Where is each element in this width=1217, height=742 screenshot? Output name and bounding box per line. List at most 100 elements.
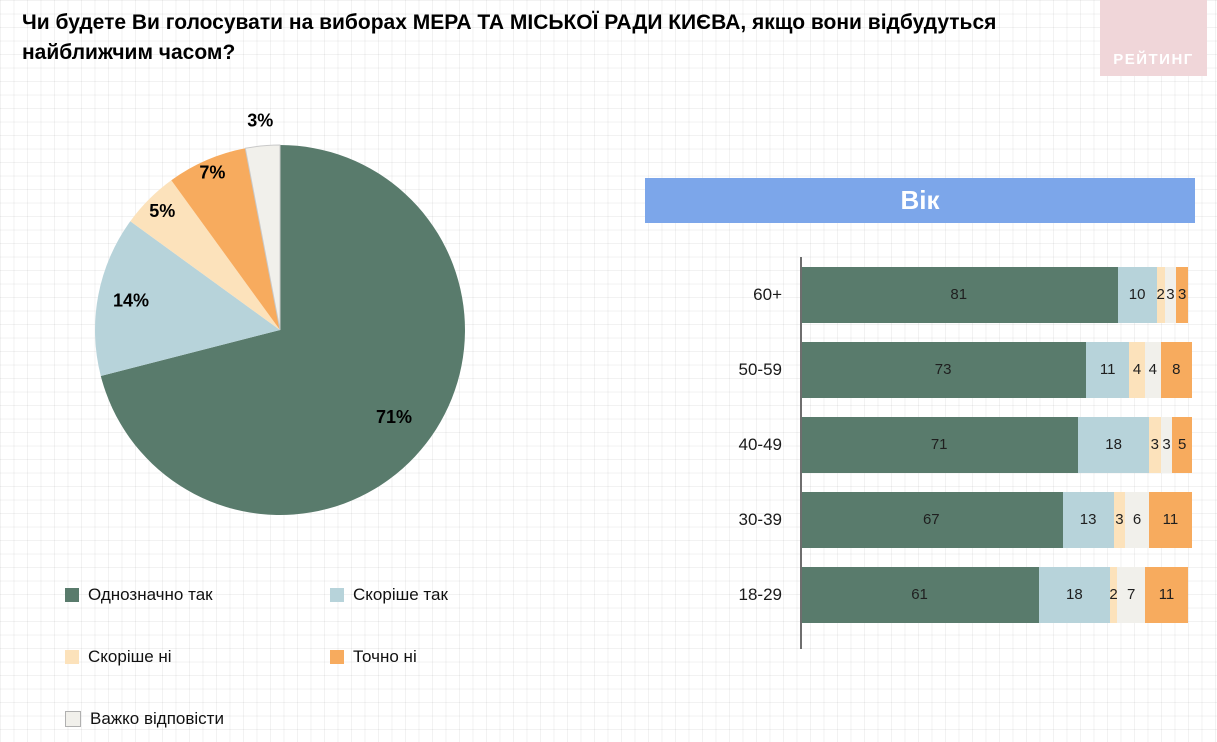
legend-swatch (330, 650, 344, 664)
pie-slice (244, 144, 281, 331)
legend-item: Скоріше так (330, 585, 448, 605)
bar-value-label: 6 (1132, 511, 1142, 528)
bar-track: 73 11 4 4 8 (800, 341, 1192, 398)
bar-segment: 5 (1172, 416, 1192, 473)
bar-track: 61 18 2 7 11 (800, 566, 1192, 623)
bar-value-label: 10 (1128, 286, 1146, 303)
bar-segment: 81 (800, 266, 1118, 323)
legend-label: Скоріше ні (88, 647, 172, 666)
bar-segment: 11 (1148, 491, 1192, 548)
bar-value-label: 71 (930, 436, 948, 453)
bar-segment: 71 (800, 416, 1079, 473)
bar-segment: 3 (1148, 416, 1161, 473)
legend-label: Важко відповісти (90, 709, 224, 728)
bar-value-label: 18 (1066, 586, 1083, 603)
bar-value-label: 8 (1172, 361, 1181, 378)
bar-value-label: 11 (1158, 586, 1175, 603)
bar-segment: 11 (1144, 566, 1189, 623)
bar-segment: 10 (1117, 266, 1157, 323)
pie-slice (94, 221, 280, 376)
bar-segment: 3 (1113, 491, 1126, 548)
bar-value-label: 13 (1079, 511, 1097, 528)
bar-category-label: 50-59 (738, 359, 782, 379)
bar-segment: 73 (800, 341, 1087, 398)
pie-value-label: 7% (199, 163, 225, 183)
legend-swatch (65, 650, 79, 664)
legend-item: Важко відповісти (65, 709, 330, 729)
bar-segment: 18 (1078, 416, 1149, 473)
bar-value-label: 67 (922, 511, 940, 528)
bar-value-label: 81 (950, 286, 968, 303)
bar-segment: 11 (1086, 341, 1130, 398)
bar-value-label: 3 (1115, 511, 1124, 528)
pie-value-label: 71% (376, 407, 412, 427)
legend: Однозначно так Скоріше так Скоріше ні Точно… (65, 585, 448, 729)
legend-label: Точно ні (353, 647, 417, 666)
bar-segment: 61 (800, 566, 1040, 623)
pie-slice (130, 180, 280, 330)
rating-logo-text: РЕЙТИНГ (1113, 51, 1194, 68)
legend-swatch (65, 588, 79, 602)
rating-logo: РЕЙТИНГ (1100, 0, 1207, 76)
bar-segment: 2 (1109, 566, 1118, 623)
bar-row: 30-39 67 13 3 6 11 (646, 482, 1192, 557)
chart-title: Чи будете Ви голосувати на виборах МЕРА … (22, 11, 997, 65)
bar-value-label: 2 (1156, 286, 1165, 303)
legend-item: Точно ні (330, 647, 448, 667)
bar-axis-line (800, 257, 802, 649)
bar-segment: 8 (1160, 341, 1192, 398)
bar-value-label: 4 (1148, 361, 1157, 378)
legend-label: Скоріше так (353, 585, 448, 604)
bar-segment: 2 (1156, 266, 1165, 323)
legend-swatch (330, 588, 344, 602)
bar-value-label: 18 (1105, 436, 1122, 453)
bar-segment: 4 (1144, 341, 1161, 398)
pie-value-label: 14% (113, 290, 149, 310)
bar-value-label: 5 (1177, 436, 1187, 453)
bar-segment: 3 (1164, 266, 1177, 323)
pie-chart: 71% 14% 5% 7% 3% (94, 111, 465, 515)
bar-value-label: 7 (1127, 586, 1136, 603)
bar-segment: 3 (1176, 266, 1189, 323)
bar-segment: 18 (1039, 566, 1110, 623)
bar-segment: 4 (1129, 341, 1145, 398)
pie-slice (171, 148, 280, 330)
bar-category-label: 60+ (753, 284, 782, 304)
bar-value-label: 4 (1132, 361, 1142, 378)
bar-category-label: 30-39 (738, 509, 782, 529)
bar-segment: 13 (1062, 491, 1114, 548)
bar-value-label: 3 (1150, 436, 1159, 453)
bar-segment: 3 (1160, 416, 1173, 473)
age-section-header: Вік (645, 178, 1195, 223)
legend-label: Однозначно так (88, 585, 213, 604)
bar-category-label: 18-29 (738, 584, 782, 604)
bar-row: 60+ 81 10 2 3 3 (646, 257, 1192, 332)
bar-value-label: 11 (1099, 361, 1116, 378)
legend-item: Однозначно так (65, 585, 330, 605)
bar-value-label: 2 (1109, 586, 1118, 603)
bar-chart: 60+ 81 10 2 3 3 50-59 73 11 4 4 8 40-49 71 18 3 3 5 30-39 6… (646, 257, 1192, 632)
pie-value-label: 5% (149, 201, 175, 221)
bar-segment: 7 (1117, 566, 1145, 623)
bar-category-label: 40-49 (738, 434, 782, 454)
bar-value-label: 73 (934, 361, 952, 378)
bar-value-label: 11 (1162, 511, 1179, 528)
bar-value-label: 3 (1162, 436, 1171, 453)
bar-track: 81 10 2 3 3 (800, 266, 1192, 323)
bar-row: 18-29 61 18 2 7 11 (646, 557, 1192, 632)
bar-value-label: 61 (911, 586, 928, 603)
pie-value-label: 3% (247, 111, 273, 131)
pie-slice (100, 145, 465, 515)
bar-value-label: 3 (1166, 286, 1175, 303)
bar-row: 40-49 71 18 3 3 5 (646, 407, 1192, 482)
bar-track: 67 13 3 6 11 (800, 491, 1192, 548)
legend-item: Скоріше ні (65, 647, 330, 667)
bar-row: 50-59 73 11 4 4 8 (646, 332, 1192, 407)
bar-segment: 67 (800, 491, 1063, 548)
bar-value-label: 3 (1177, 286, 1187, 303)
age-section-header-label: Вік (900, 185, 940, 215)
bar-track: 71 18 3 3 5 (800, 416, 1192, 473)
legend-swatch (65, 711, 81, 727)
bar-segment: 6 (1125, 491, 1149, 548)
